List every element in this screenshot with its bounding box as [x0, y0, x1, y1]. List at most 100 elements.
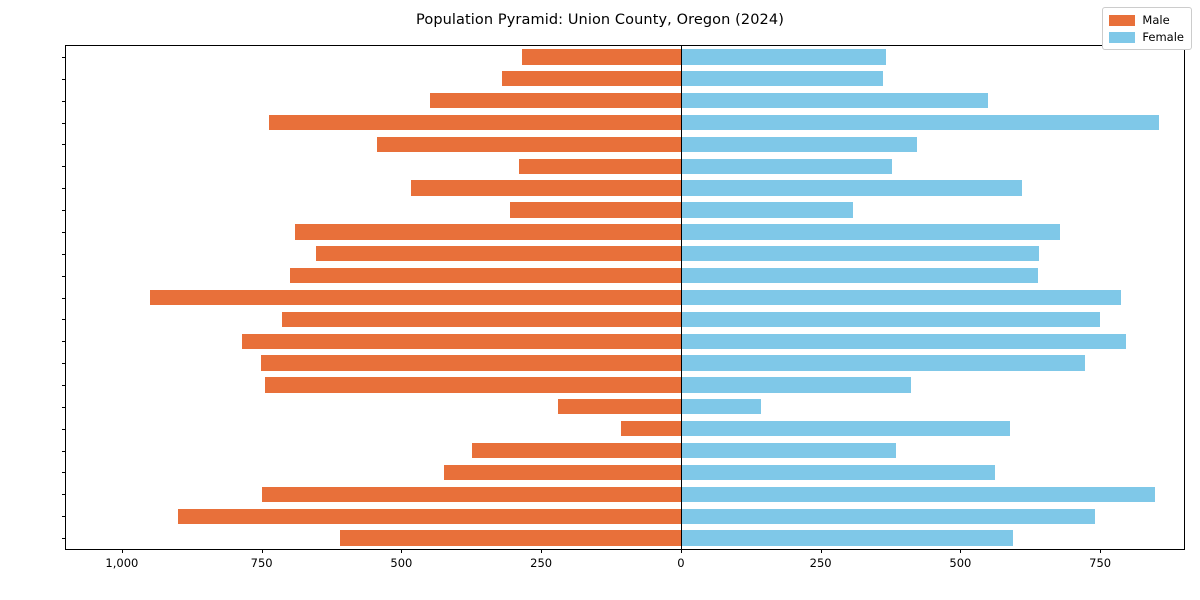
bar-male[interactable] [149, 289, 681, 306]
y-tick-mark [62, 275, 66, 277]
bar-row [66, 442, 1184, 459]
bar-female[interactable] [680, 421, 1010, 437]
y-tick-mark [62, 319, 66, 321]
bar-row [66, 355, 1184, 371]
bar-row [66, 421, 1184, 437]
bar-male[interactable] [443, 464, 681, 481]
bar-female[interactable] [680, 267, 1039, 284]
y-tick-mark [62, 100, 66, 102]
bar-male[interactable] [518, 158, 681, 174]
x-tick-label: 1,000 [105, 556, 139, 570]
y-tick-mark [62, 253, 66, 255]
legend-item[interactable]: Male [1109, 13, 1184, 27]
bar-female[interactable] [680, 508, 1096, 524]
x-tick-label: 0 [677, 556, 685, 570]
bar-female[interactable] [680, 49, 887, 65]
bar-row [66, 246, 1184, 262]
bar-male[interactable] [265, 377, 681, 393]
bar-male[interactable] [289, 267, 681, 284]
bar-female[interactable] [680, 114, 1160, 131]
bar-female[interactable] [680, 289, 1122, 306]
bar-row [66, 399, 1184, 415]
x-tick-label: 750 [250, 556, 273, 570]
bar-row [66, 114, 1184, 131]
bar-female[interactable] [680, 246, 1040, 262]
bar-row [66, 71, 1184, 87]
bar-female[interactable] [680, 377, 912, 393]
x-tick-mark [820, 549, 822, 553]
bar-female[interactable] [680, 464, 996, 481]
bar-male[interactable] [558, 399, 681, 415]
bar-female[interactable] [680, 158, 893, 174]
bar-row [66, 311, 1184, 327]
bar-female[interactable] [680, 180, 1022, 196]
y-tick-mark [62, 494, 66, 496]
bar-female[interactable] [680, 311, 1101, 327]
x-tick-label: 250 [809, 556, 832, 570]
legend-swatch [1109, 14, 1136, 26]
x-tick-mark [541, 549, 543, 553]
bar-male[interactable] [261, 486, 681, 502]
bar-row [66, 508, 1184, 524]
bar-row [66, 464, 1184, 481]
chart-title: Population Pyramid: Union County, Oregon… [416, 12, 784, 28]
x-tick-mark [960, 549, 962, 553]
bar-female[interactable] [680, 442, 896, 459]
bar-row [66, 530, 1184, 546]
bar-male[interactable] [429, 93, 681, 109]
bar-female[interactable] [680, 355, 1086, 371]
x-tick-label: 500 [390, 556, 413, 570]
legend-label: Female [1142, 30, 1184, 44]
bar-male[interactable] [509, 202, 681, 218]
bar-male[interactable] [339, 530, 681, 546]
bar-male[interactable] [376, 136, 681, 153]
bar-female[interactable] [680, 333, 1126, 349]
x-tick-mark [261, 549, 263, 553]
y-tick-mark [62, 188, 66, 190]
plot-area: 85+80-8475-7970-7467-6965-6662-6460-6155… [62, 45, 1185, 570]
y-tick-mark [62, 78, 66, 80]
bar-row [66, 158, 1184, 174]
bar-male[interactable] [471, 442, 681, 459]
x-tick-label: 500 [949, 556, 972, 570]
bar-male[interactable] [241, 333, 681, 349]
bar-female[interactable] [680, 136, 918, 153]
bar-female[interactable] [680, 530, 1014, 546]
y-tick-mark [62, 384, 66, 386]
y-tick-mark [62, 406, 66, 408]
plot-inner [66, 46, 1184, 549]
y-tick-mark [62, 210, 66, 212]
bar-male[interactable] [268, 114, 681, 131]
y-tick-mark [62, 144, 66, 146]
bar-male[interactable] [316, 246, 681, 262]
y-tick-mark [62, 363, 66, 365]
y-tick-mark [62, 297, 66, 299]
bar-female[interactable] [680, 93, 988, 109]
y-tick-mark [62, 538, 66, 540]
x-tick-mark [1100, 549, 1102, 553]
legend-item[interactable]: Female [1109, 30, 1184, 44]
x-tick-label: 250 [530, 556, 553, 570]
x-tick-mark [401, 549, 403, 553]
bar-male[interactable] [502, 71, 681, 87]
y-tick-mark [62, 341, 66, 343]
bar-male[interactable] [177, 508, 681, 524]
y-tick-mark [62, 166, 66, 168]
bar-row [66, 49, 1184, 65]
bar-male[interactable] [522, 49, 681, 65]
bar-female[interactable] [680, 399, 762, 415]
bar-female[interactable] [680, 71, 884, 87]
bar-female[interactable] [680, 224, 1061, 240]
y-tick-mark [62, 472, 66, 474]
bar-male[interactable] [294, 224, 681, 240]
bar-male[interactable] [410, 180, 681, 196]
bar-male[interactable] [281, 311, 681, 327]
bar-male[interactable] [261, 355, 681, 371]
bar-female[interactable] [680, 202, 853, 218]
bar-row [66, 202, 1184, 218]
bar-male[interactable] [620, 421, 681, 437]
bar-female[interactable] [680, 486, 1155, 502]
legend-label: Male [1142, 13, 1170, 27]
y-tick-mark [62, 231, 66, 233]
y-tick-mark [62, 428, 66, 430]
